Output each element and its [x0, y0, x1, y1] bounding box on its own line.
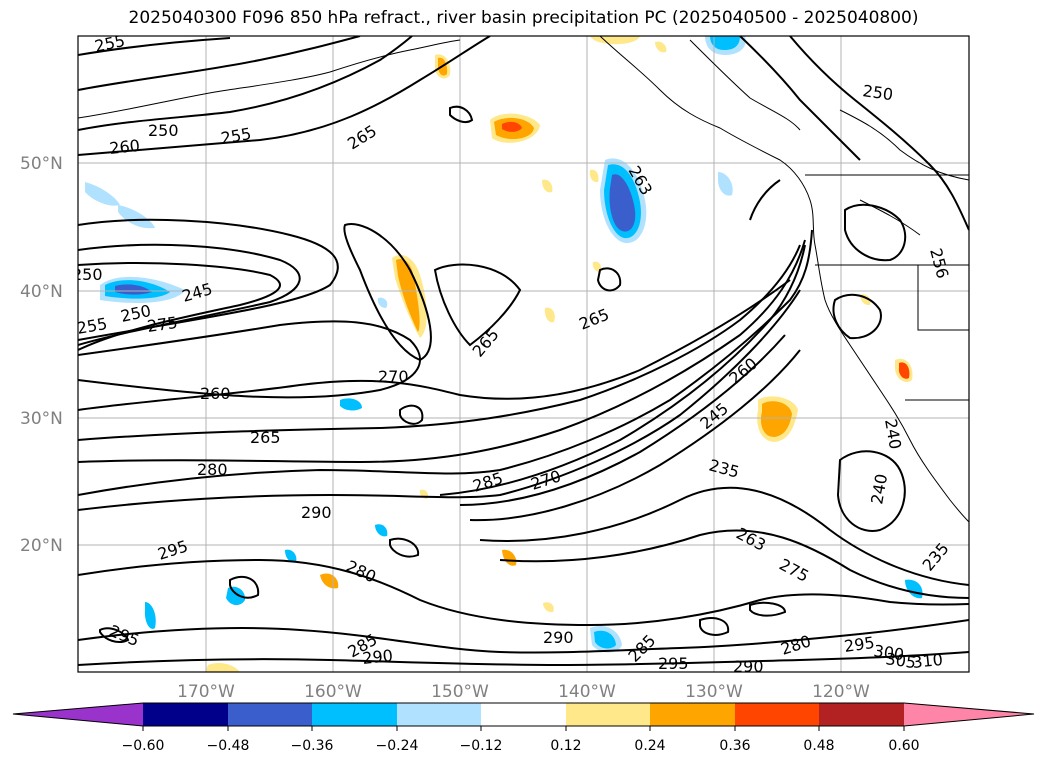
colorbar-segment: [397, 703, 481, 726]
contour-label: 265: [250, 428, 281, 447]
contour-label: 290: [733, 657, 764, 676]
lon-label: 150°W: [431, 682, 489, 702]
colorbar-segment: [143, 703, 228, 726]
longitude-labels: 170°W 160°W 150°W 140°W 130°W 120°W: [177, 682, 870, 702]
lat-label: 30°N: [20, 409, 63, 429]
colorbar-extend-low: [13, 703, 143, 726]
contour-label: 290: [301, 503, 332, 522]
colorbar-tick-label: −0.60: [122, 738, 165, 754]
coastlines: [78, 36, 969, 523]
latitude-labels: 50°N 40°N 30°N 20°N: [20, 154, 63, 556]
precip-shading: [85, 36, 923, 672]
lat-label: 20°N: [20, 536, 63, 556]
contour-label: 305: [884, 649, 917, 672]
contour-label: 250: [72, 265, 103, 284]
colorbar-tick-label: 0.48: [803, 738, 834, 754]
colorbar-tick-label: −0.12: [460, 738, 503, 754]
contour-label: 280: [197, 460, 228, 479]
colorbar-segment: [481, 703, 566, 726]
contour-label: 250: [861, 81, 894, 104]
colorbar-segment: [312, 703, 397, 726]
contour-label: 250: [148, 121, 179, 140]
colorbar-segment: [228, 703, 312, 726]
contour-label: 290: [543, 628, 574, 647]
refractivity-contours: [78, 36, 969, 667]
colorbar-segment: [650, 703, 735, 726]
contour-label: 295: [658, 654, 689, 673]
colorbar-tick-label: −0.48: [207, 738, 250, 754]
colorbar-extend-high: [904, 703, 1034, 726]
map-frame: [77, 35, 970, 673]
colorbar-segment: [819, 703, 904, 726]
lon-label: 160°W: [304, 682, 362, 702]
lat-label: 50°N: [20, 154, 63, 174]
colorbar-tick-label: 0.36: [719, 738, 750, 754]
colorbar-tick-label: −0.36: [291, 738, 334, 754]
contour-label: 260: [108, 136, 140, 158]
contour-label: 290: [361, 646, 393, 668]
colorbar-segment: [735, 703, 819, 726]
colorbar-tick-label: −0.24: [376, 738, 419, 754]
colorbar-tick-label: 0.60: [888, 738, 919, 754]
contour-label: 270: [378, 367, 409, 386]
colorbar-tick-label: 0.12: [550, 738, 581, 754]
contour-label: 275: [146, 313, 179, 336]
contour-label: 260: [200, 384, 231, 403]
colorbar-segment: [566, 703, 650, 726]
contour-label: 255: [93, 31, 127, 56]
contour-label: 295: [843, 633, 876, 656]
contour-label: 300: [872, 641, 905, 664]
lon-label: 120°W: [812, 682, 870, 702]
map-title: 2025040300 F096 850 hPa refract., river …: [128, 8, 919, 28]
contour-label: 310: [911, 650, 943, 672]
map-area: 255 250 260 255 265 263 250 250 245 250 …: [72, 31, 969, 676]
colorbar-tick-label: 0.24: [634, 738, 665, 754]
lat-label: 40°N: [20, 282, 63, 302]
lon-label: 170°W: [177, 682, 235, 702]
lon-label: 130°W: [685, 682, 743, 702]
lon-label: 140°W: [558, 682, 616, 702]
colorbar: −0.60 −0.48 −0.36 −0.24 −0.12 0.12 0.24 …: [12, 702, 1035, 754]
